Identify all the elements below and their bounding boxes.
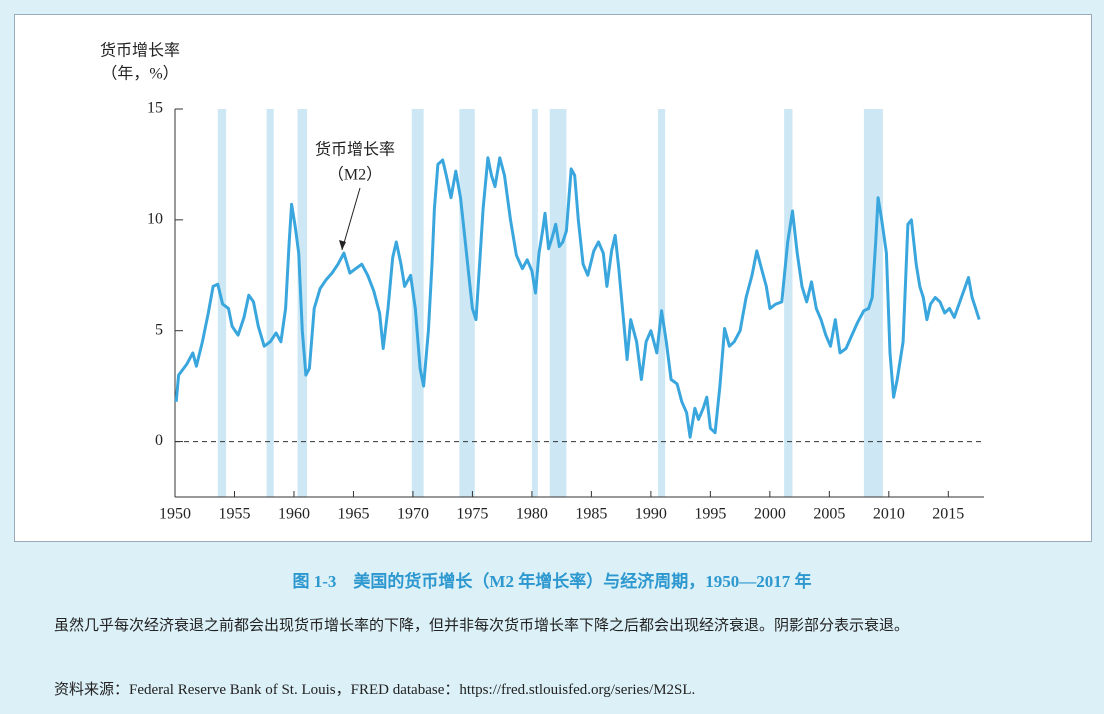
x-tick-label: 1990 [635,506,667,523]
recession-band [658,109,666,497]
x-tick-label: 1985 [575,506,607,523]
arrow-head [339,240,346,250]
x-tick-label: 1995 [694,506,726,523]
recession-band [863,109,883,497]
y-tick-label: 5 [155,321,163,338]
recession-band [531,109,538,497]
caption: 图 1-3 美国的货币增长（M2 年增长率）与经济周期，1950—2017 年 [292,572,812,591]
recession-band [549,109,567,497]
x-tick-label: 1970 [397,506,429,523]
x-tick-label: 1975 [456,506,488,523]
y-axis-title: 货币增长率 [100,42,180,60]
annotation: （M2） [328,166,382,184]
x-tick-label: 2000 [754,506,786,523]
x-tick-label: 1950 [159,506,191,523]
note: 虽然几乎每次经济衰退之前都会出现货币增长率的下降，但并非每次货币增长率下降之后都… [54,618,910,634]
annotation: 货币增长率 [315,141,395,159]
recession-band [411,109,424,497]
x-tick-label: 1960 [278,506,310,523]
x-tick-label: 2010 [873,506,905,523]
y-tick-label: 10 [147,211,163,228]
y-tick-label: 0 [155,432,163,449]
m2-growth-line [174,156,981,439]
x-tick-label: 1955 [218,506,250,523]
x-tick-label: 1965 [337,506,369,523]
x-tick-label: 2005 [813,506,845,523]
source: 资料来源：Federal Reserve Bank of St. Louis，F… [54,682,696,698]
annotation-arrow [341,187,361,251]
recession-band [266,109,274,497]
x-tick-label: 1980 [516,506,548,523]
recession-band [459,109,475,497]
y-axis-title: （年，%） [101,65,178,83]
chart: 货币增长率 （年，%） 货币增长率 （M2） 0 5 10 15 1950 1955 196… [100,42,984,523]
x-tick-label: 2015 [932,506,964,523]
y-tick-label: 15 [147,100,163,117]
recession-band [784,109,793,497]
